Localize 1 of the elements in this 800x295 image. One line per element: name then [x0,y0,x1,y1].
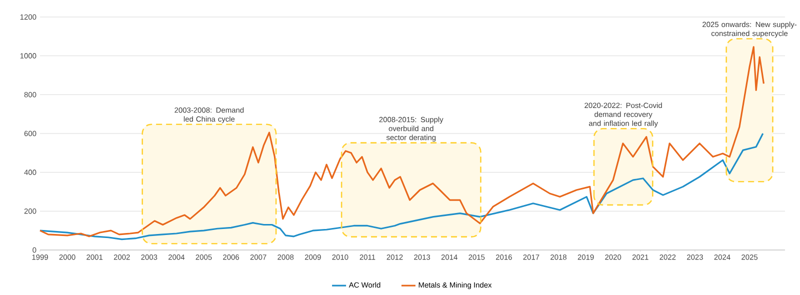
line-series [39,46,765,238]
